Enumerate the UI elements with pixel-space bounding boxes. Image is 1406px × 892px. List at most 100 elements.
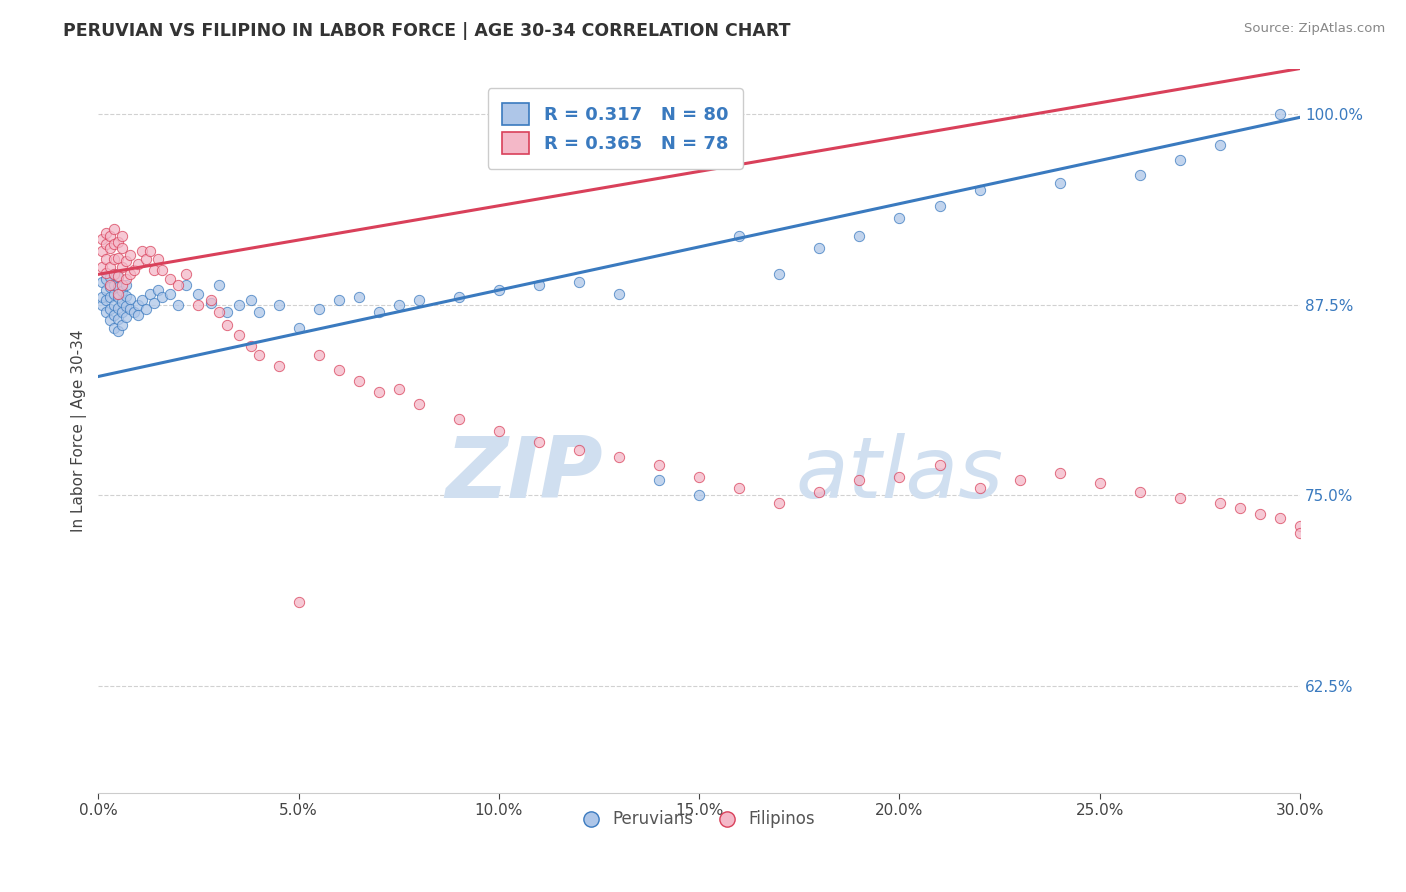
Point bbox=[143, 296, 166, 310]
Point bbox=[200, 296, 222, 310]
Point bbox=[107, 268, 129, 283]
Point bbox=[96, 283, 118, 297]
Point bbox=[139, 244, 162, 259]
Point bbox=[848, 473, 870, 487]
Point bbox=[107, 290, 129, 304]
Point bbox=[328, 293, 350, 308]
Point bbox=[207, 305, 229, 319]
Point bbox=[228, 298, 250, 312]
Point bbox=[347, 374, 370, 388]
Point bbox=[247, 348, 270, 362]
Point bbox=[103, 268, 125, 282]
Point bbox=[96, 252, 118, 266]
Point bbox=[107, 301, 129, 315]
Point bbox=[527, 435, 550, 450]
Point bbox=[167, 298, 190, 312]
Point bbox=[111, 229, 134, 244]
Point bbox=[728, 481, 751, 495]
Point bbox=[91, 275, 114, 289]
Point bbox=[1168, 153, 1191, 167]
Point bbox=[124, 305, 146, 319]
Point bbox=[107, 324, 129, 338]
Point bbox=[527, 278, 550, 293]
Text: Source: ZipAtlas.com: Source: ZipAtlas.com bbox=[1244, 22, 1385, 36]
Point bbox=[127, 309, 149, 323]
Point bbox=[247, 305, 270, 319]
Point bbox=[98, 290, 121, 304]
Point bbox=[152, 262, 174, 277]
Point bbox=[131, 293, 153, 308]
Point bbox=[408, 397, 430, 411]
Point bbox=[120, 292, 142, 306]
Point bbox=[447, 290, 470, 304]
Point bbox=[607, 450, 630, 465]
Point bbox=[96, 226, 118, 240]
Point bbox=[111, 318, 134, 332]
Point bbox=[215, 318, 238, 332]
Point bbox=[91, 290, 114, 304]
Point bbox=[111, 305, 134, 319]
Point bbox=[187, 298, 209, 312]
Point bbox=[98, 270, 121, 285]
Point bbox=[808, 485, 831, 500]
Point bbox=[152, 290, 174, 304]
Point bbox=[103, 221, 125, 235]
Point bbox=[1088, 476, 1111, 491]
Point bbox=[889, 211, 911, 225]
Point bbox=[167, 278, 190, 293]
Point bbox=[107, 270, 129, 285]
Point bbox=[107, 235, 129, 250]
Point bbox=[135, 252, 157, 266]
Point bbox=[728, 229, 751, 244]
Point bbox=[103, 309, 125, 323]
Point bbox=[1049, 466, 1071, 480]
Point bbox=[96, 293, 118, 308]
Point bbox=[127, 257, 149, 271]
Point bbox=[308, 348, 330, 362]
Point bbox=[969, 184, 991, 198]
Point bbox=[1289, 526, 1312, 541]
Point bbox=[120, 302, 142, 317]
Point bbox=[1168, 491, 1191, 506]
Point bbox=[1229, 500, 1251, 515]
Point bbox=[207, 278, 229, 293]
Point bbox=[447, 412, 470, 426]
Point bbox=[115, 288, 138, 302]
Point bbox=[103, 320, 125, 334]
Point bbox=[1268, 511, 1291, 525]
Point bbox=[107, 287, 129, 301]
Point bbox=[98, 279, 121, 293]
Point bbox=[131, 244, 153, 259]
Point bbox=[388, 298, 411, 312]
Point bbox=[388, 382, 411, 396]
Point bbox=[143, 262, 166, 277]
Point bbox=[96, 266, 118, 280]
Point bbox=[367, 384, 389, 399]
Point bbox=[96, 272, 118, 286]
Point bbox=[98, 278, 121, 293]
Point bbox=[111, 241, 134, 255]
Point bbox=[1049, 176, 1071, 190]
Point bbox=[969, 481, 991, 495]
Point bbox=[96, 305, 118, 319]
Point bbox=[135, 302, 157, 317]
Point bbox=[91, 244, 114, 259]
Point bbox=[111, 260, 134, 274]
Point bbox=[111, 294, 134, 309]
Point bbox=[91, 298, 114, 312]
Point bbox=[159, 287, 181, 301]
Point bbox=[328, 363, 350, 377]
Point bbox=[103, 287, 125, 301]
Point bbox=[488, 425, 510, 439]
Point bbox=[607, 287, 630, 301]
Point bbox=[1008, 473, 1031, 487]
Point bbox=[1289, 519, 1312, 533]
Point bbox=[347, 290, 370, 304]
Point bbox=[267, 298, 290, 312]
Point bbox=[103, 236, 125, 251]
Point bbox=[120, 268, 142, 282]
Point bbox=[228, 328, 250, 343]
Point bbox=[98, 229, 121, 244]
Point bbox=[124, 262, 146, 277]
Point bbox=[287, 320, 309, 334]
